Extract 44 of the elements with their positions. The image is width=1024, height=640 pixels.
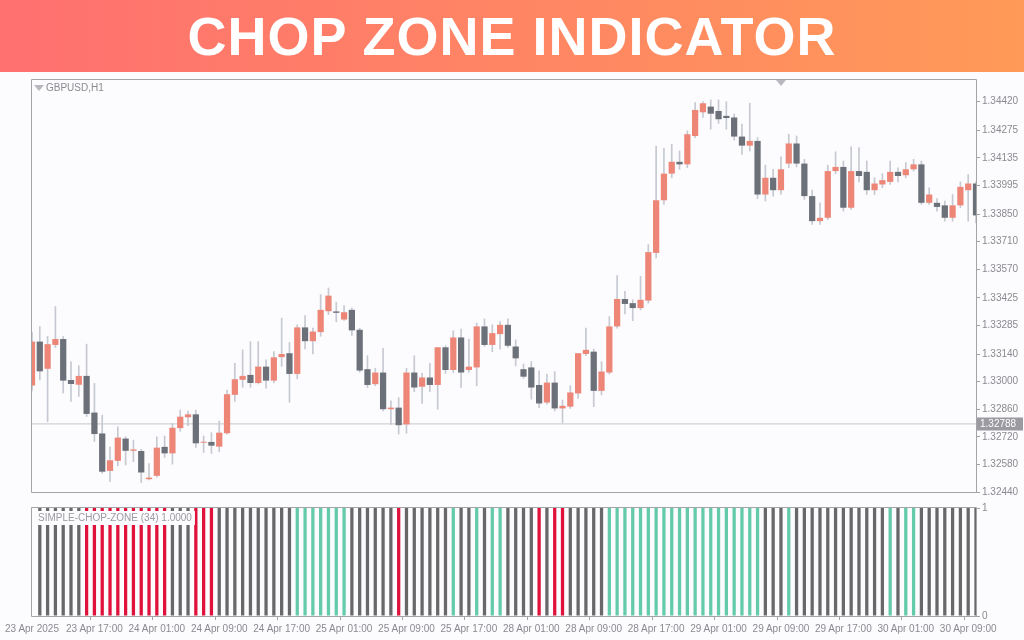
y-tick-label: 1.32580: [982, 458, 1019, 470]
y-tick-label: 1.33570: [982, 262, 1019, 274]
y-tick-label: 1.34420: [982, 95, 1019, 107]
x-tick-label: 28 Apr 01:00: [502, 622, 561, 634]
y-tick-label: 1.33710: [982, 235, 1019, 247]
x-tick-label: 29 Apr 09:00: [752, 622, 810, 634]
x-tick-label: 24 Apr 01:00: [128, 622, 186, 634]
x-tick-label: 24 Apr 17:00: [253, 622, 311, 634]
x-tick-label: 30 Apr 09:00: [939, 622, 997, 634]
y-tick-label: 1.33000: [982, 375, 1019, 387]
x-tick-label: 23 Apr 17:00: [66, 622, 124, 634]
x-tick-label: 28 Apr 17:00: [627, 622, 685, 634]
x-tick-label: 25 Apr 01:00: [315, 622, 373, 634]
x-tick-label: 30 Apr 01:00: [877, 622, 935, 634]
candlestick: [629, 299, 636, 322]
y-tick-label: 1.33140: [982, 347, 1019, 359]
chart-title: SIMPLE-CHOP-ZONE (34) 1.0000: [38, 511, 193, 523]
y-tick-label: 1.33995: [982, 179, 1019, 191]
y-tick-label: 1.34275: [982, 124, 1019, 136]
y-tick-label: 1.32860: [982, 402, 1019, 414]
x-tick-label: 25 Apr 17:00: [440, 622, 498, 634]
y-tick-label: 1: [982, 501, 988, 513]
x-tick-label: 29 Apr 01:00: [690, 622, 748, 634]
y-tick-label: 1.33285: [982, 319, 1019, 331]
candlestick: [67, 361, 75, 402]
x-tick-label: 28 Apr 09:00: [565, 622, 623, 634]
x-tick-label: 29 Apr 17:00: [815, 622, 873, 634]
y-tick-label: 0: [982, 609, 988, 621]
ref-line-label: 1.32788: [980, 418, 1017, 430]
candlestick: [621, 290, 629, 315]
candlestick: [746, 102, 753, 152]
candlestick: [582, 327, 590, 357]
x-tick-label: 23 Apr 2025: [5, 622, 60, 634]
y-tick-label: 1.32440: [982, 485, 1019, 497]
x-tick-label: 25 Apr 09:00: [378, 622, 436, 634]
chart-subtitle: GBPUSD,H1: [46, 81, 105, 93]
y-tick-label: 1.33850: [982, 207, 1019, 219]
chart-title: CHOP ZONE INDICATOR: [0, 0, 1024, 72]
candlestick: [333, 301, 340, 323]
y-tick-label: 1.33425: [982, 291, 1019, 303]
candlestick: [855, 147, 863, 183]
y-tick-label: 1.34135: [982, 151, 1019, 163]
x-tick-label: 24 Apr 09:00: [190, 622, 249, 634]
y-tick-label: 1.32720: [982, 430, 1019, 442]
